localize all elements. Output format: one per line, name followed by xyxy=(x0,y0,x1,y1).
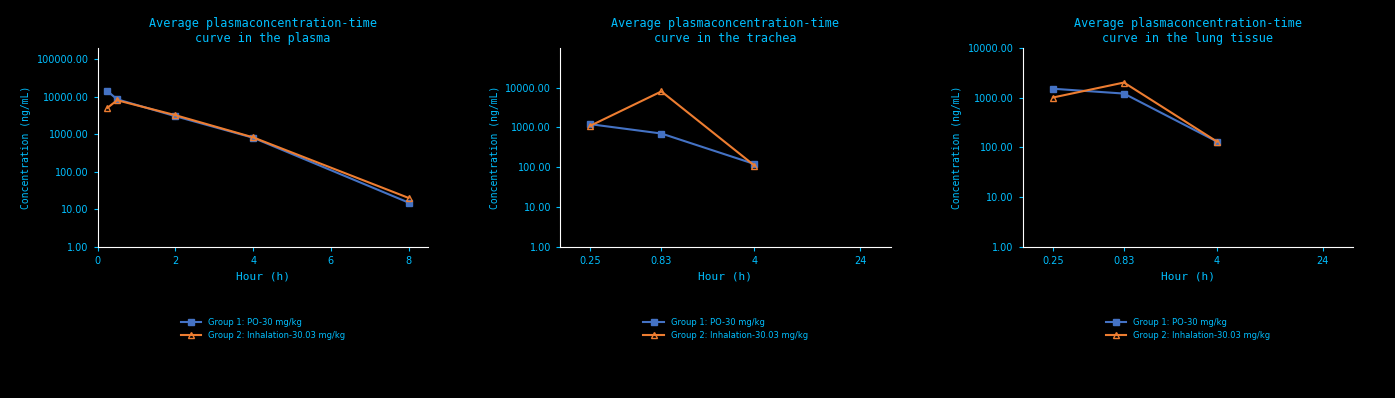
Title: Average plasmaconcentration-time
curve in the plasma: Average plasmaconcentration-time curve i… xyxy=(149,17,377,45)
Group 1: PO-30 mg/kg: (0.83, 1.2e+03): PO-30 mg/kg: (0.83, 1.2e+03) xyxy=(1116,91,1133,96)
Group 1: PO-30 mg/kg: (0.5, 8.5e+03): PO-30 mg/kg: (0.5, 8.5e+03) xyxy=(109,97,126,101)
Group 2: Inhalation-30.03 mg/kg: (4, 130): Inhalation-30.03 mg/kg: (4, 130) xyxy=(1208,139,1225,144)
Line: Group 2: Inhalation-30.03 mg/kg: Group 2: Inhalation-30.03 mg/kg xyxy=(103,97,412,201)
Y-axis label: Concentration (ng/mL): Concentration (ng/mL) xyxy=(490,86,499,209)
Group 1: PO-30 mg/kg: (2, 3e+03): PO-30 mg/kg: (2, 3e+03) xyxy=(167,114,184,119)
Line: Group 2: Inhalation-30.03 mg/kg: Group 2: Inhalation-30.03 mg/kg xyxy=(1049,79,1221,145)
Group 2: Inhalation-30.03 mg/kg: (0.25, 5e+03): Inhalation-30.03 mg/kg: (0.25, 5e+03) xyxy=(99,105,116,110)
Group 2: Inhalation-30.03 mg/kg: (2, 3.2e+03): Inhalation-30.03 mg/kg: (2, 3.2e+03) xyxy=(167,113,184,117)
Y-axis label: Concentration (ng/mL): Concentration (ng/mL) xyxy=(21,86,31,209)
Group 2: Inhalation-30.03 mg/kg: (0.83, 8e+03): Inhalation-30.03 mg/kg: (0.83, 8e+03) xyxy=(653,89,670,94)
Group 1: PO-30 mg/kg: (0.25, 1.2e+03): PO-30 mg/kg: (0.25, 1.2e+03) xyxy=(582,122,598,127)
X-axis label: Hour (h): Hour (h) xyxy=(1161,271,1215,281)
Group 2: Inhalation-30.03 mg/kg: (0.25, 1.1e+03): Inhalation-30.03 mg/kg: (0.25, 1.1e+03) xyxy=(582,123,598,128)
Group 1: PO-30 mg/kg: (0.83, 700): PO-30 mg/kg: (0.83, 700) xyxy=(653,131,670,136)
Group 2: Inhalation-30.03 mg/kg: (0.83, 2e+03): Inhalation-30.03 mg/kg: (0.83, 2e+03) xyxy=(1116,80,1133,85)
Group 2: Inhalation-30.03 mg/kg: (0.25, 1e+03): Inhalation-30.03 mg/kg: (0.25, 1e+03) xyxy=(1045,95,1062,100)
Y-axis label: Concentration (ng/mL): Concentration (ng/mL) xyxy=(953,86,963,209)
X-axis label: Hour (h): Hour (h) xyxy=(236,271,290,281)
Group 2: Inhalation-30.03 mg/kg: (8, 20): Inhalation-30.03 mg/kg: (8, 20) xyxy=(400,195,417,200)
Group 1: PO-30 mg/kg: (4, 130): PO-30 mg/kg: (4, 130) xyxy=(1208,139,1225,144)
Legend: Group 1: PO-30 mg/kg, Group 2: Inhalation-30.03 mg/kg: Group 1: PO-30 mg/kg, Group 2: Inhalatio… xyxy=(640,314,810,343)
Group 1: PO-30 mg/kg: (4, 120): PO-30 mg/kg: (4, 120) xyxy=(746,162,763,166)
Legend: Group 1: PO-30 mg/kg, Group 2: Inhalation-30.03 mg/kg: Group 1: PO-30 mg/kg, Group 2: Inhalatio… xyxy=(177,314,349,343)
Group 1: PO-30 mg/kg: (8, 15): PO-30 mg/kg: (8, 15) xyxy=(400,200,417,205)
Group 2: Inhalation-30.03 mg/kg: (4, 820): Inhalation-30.03 mg/kg: (4, 820) xyxy=(244,135,261,140)
Group 2: Inhalation-30.03 mg/kg: (0.5, 8e+03): Inhalation-30.03 mg/kg: (0.5, 8e+03) xyxy=(109,98,126,103)
Legend: Group 1: PO-30 mg/kg, Group 2: Inhalation-30.03 mg/kg: Group 1: PO-30 mg/kg, Group 2: Inhalatio… xyxy=(1102,314,1274,343)
Line: Group 1: PO-30 mg/kg: Group 1: PO-30 mg/kg xyxy=(103,88,412,206)
Group 1: PO-30 mg/kg: (0.25, 1.5e+03): PO-30 mg/kg: (0.25, 1.5e+03) xyxy=(1045,86,1062,91)
Title: Average plasmaconcentration-time
curve in the lung tissue: Average plasmaconcentration-time curve i… xyxy=(1074,17,1302,45)
Group 1: PO-30 mg/kg: (0.25, 1.4e+04): PO-30 mg/kg: (0.25, 1.4e+04) xyxy=(99,89,116,94)
Line: Group 2: Inhalation-30.03 mg/kg: Group 2: Inhalation-30.03 mg/kg xyxy=(587,88,757,169)
Group 2: Inhalation-30.03 mg/kg: (4, 110): Inhalation-30.03 mg/kg: (4, 110) xyxy=(746,163,763,168)
Line: Group 1: PO-30 mg/kg: Group 1: PO-30 mg/kg xyxy=(1049,85,1221,145)
Group 1: PO-30 mg/kg: (4, 800): PO-30 mg/kg: (4, 800) xyxy=(244,135,261,140)
X-axis label: Hour (h): Hour (h) xyxy=(699,271,752,281)
Line: Group 1: PO-30 mg/kg: Group 1: PO-30 mg/kg xyxy=(587,121,757,168)
Title: Average plasmaconcentration-time
curve in the trachea: Average plasmaconcentration-time curve i… xyxy=(611,17,840,45)
